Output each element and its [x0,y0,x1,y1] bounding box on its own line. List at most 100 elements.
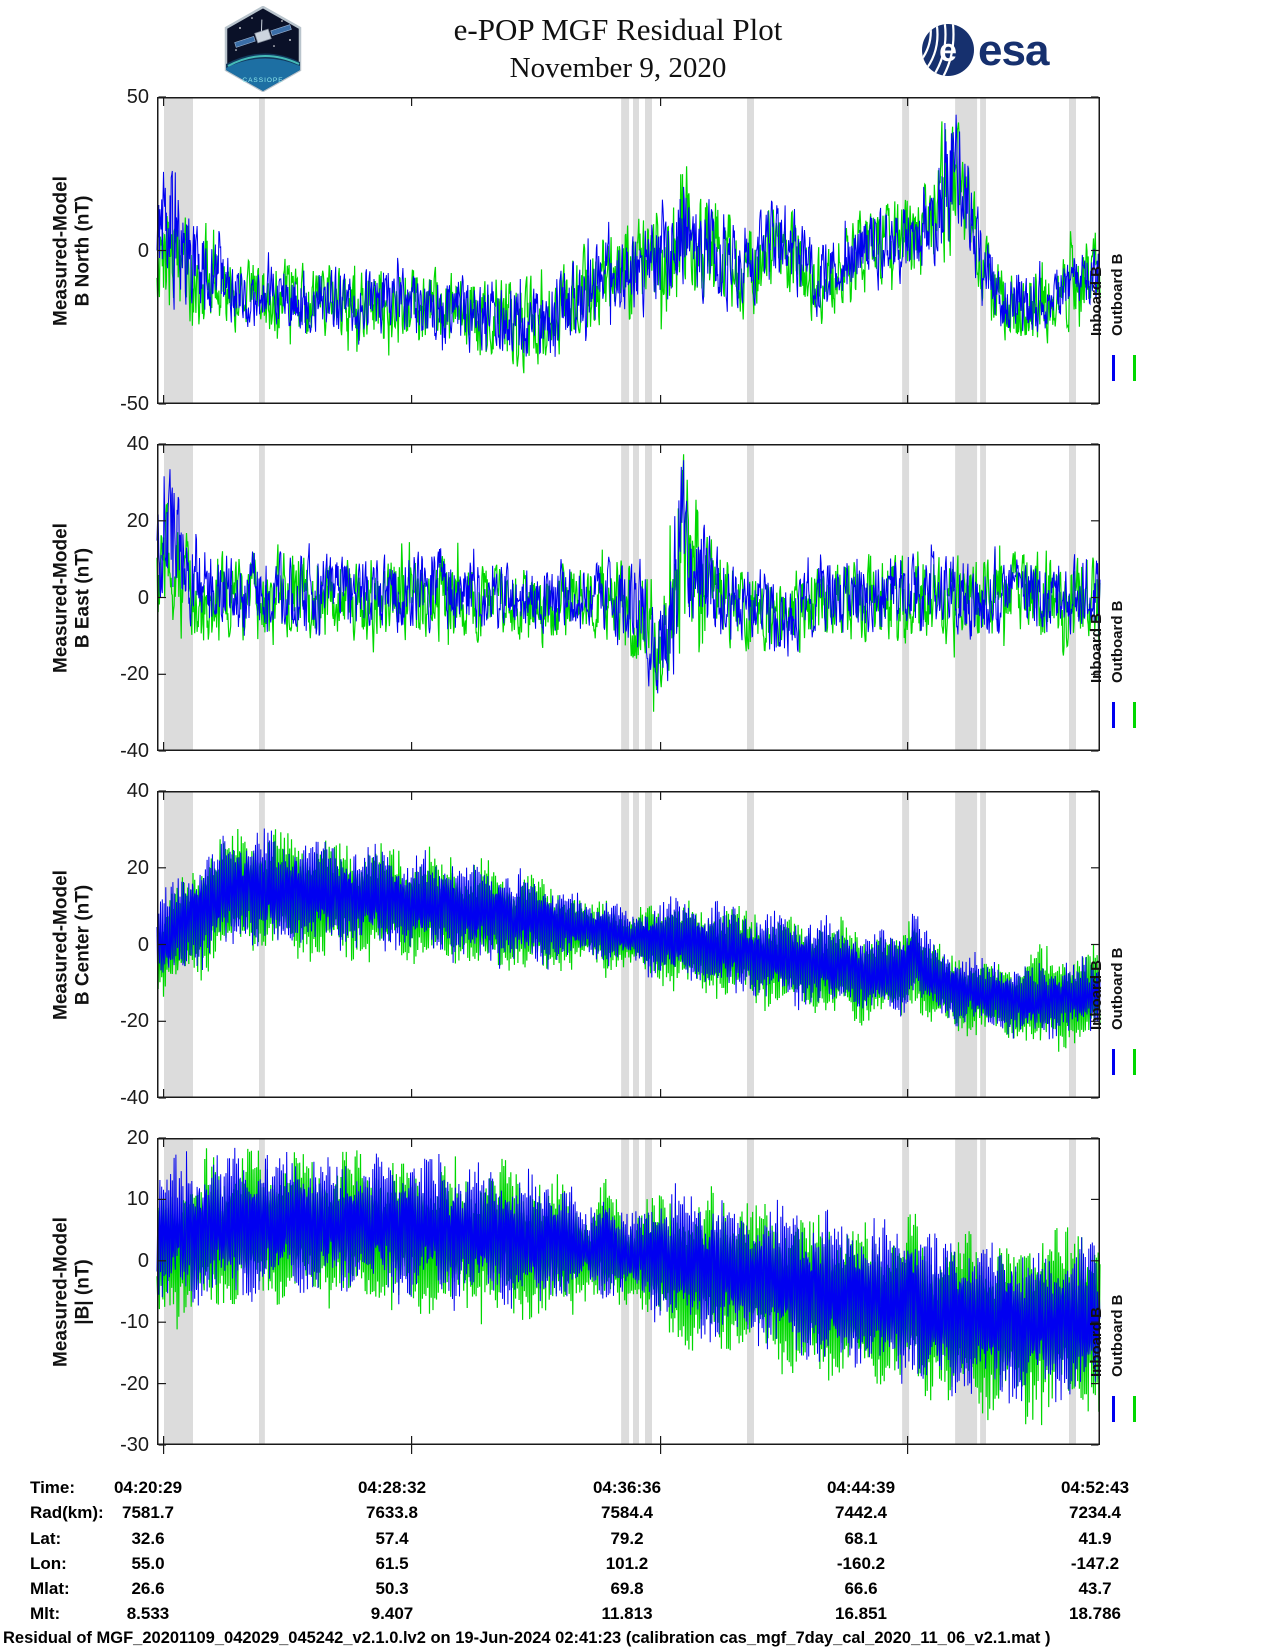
y-axis-label-4: Measured-Model |B| (nT) [50,1138,94,1445]
legend-outboard-label: Outboard B [1109,253,1126,337]
y-tick-label: 10 [126,1188,149,1211]
axes-box [157,97,1100,404]
y-tick-label: 20 [126,509,149,532]
y-tick-label: 40 [126,433,149,455]
y-tick-label: 50 [126,86,149,108]
table-cell: 7633.8 [366,1503,418,1522]
table-cell: 61.5 [375,1554,409,1573]
axes-box [157,791,1100,1098]
plot-area-b [156,1137,1101,1454]
legend-outboard-label: Outboard B [1109,1294,1126,1378]
table-cell: 8.533 [126,1604,170,1623]
y-axis-label-3: Measured-Model B Center (nT) [50,791,94,1098]
legend-inboard-sample [1112,354,1115,381]
y-axis-label-1: Measured-Model B North (nT) [50,97,94,404]
legend-outboard-sample [1133,1395,1136,1422]
y-tick-label: -20 [120,1372,149,1395]
table-row-label: Lon: [30,1554,67,1573]
y-axis-label-line: Measured-Model [50,175,71,326]
legend-inboard-sample [1112,1395,1115,1422]
panel-b-center [156,790,1101,1099]
y-tick-label: 0 [137,586,149,609]
plot-area-bcenter [156,790,1101,1099]
cassiope-patch-logo: CASSIOPE [222,5,304,93]
legend-inboard-sample [1112,701,1115,728]
y-tick-label: 0 [137,933,149,956]
table-cell: 04:52:43 [1060,1478,1130,1497]
shaded-band [633,1138,639,1445]
plot-area-beast [156,443,1101,752]
legend-outboard-sample [1133,1048,1136,1075]
legend-outboard-label: Outboard B [1109,600,1126,684]
table-cell: -147.2 [1070,1554,1120,1573]
cassiope-patch-art: CASSIOPE [224,5,302,93]
legend-inboard-sample [1112,1048,1115,1075]
table-cell: 7581.7 [122,1503,174,1522]
table-cell: 11.813 [601,1604,653,1623]
table-cell: 04:28:32 [357,1478,427,1497]
table-cell: 7234.4 [1069,1503,1121,1522]
table-cell: 41.9 [1078,1529,1112,1548]
panel-b-east [156,443,1101,752]
figure-date: November 9, 2020 [509,52,727,84]
esa-logo-art: e esa [922,24,1051,76]
y-tick-label: -20 [120,1010,149,1033]
y-axis-label-line: Measured-Model [50,869,71,1020]
table-cell: 66.6 [844,1579,878,1598]
table-cell: 32.6 [131,1529,165,1548]
table-cell: 04:36:36 [592,1478,662,1497]
y-axis-label-line: B Center (nT) [72,884,93,1005]
inboard-b-trace [156,114,1101,357]
y-tick-label: -40 [120,1087,149,1109]
shaded-band [259,1138,265,1445]
legend-inboard-label: Inboard B [1088,613,1105,684]
legend-inboard-label: Inboard B [1088,1307,1105,1378]
legend-inboard-label: Inboard B [1088,960,1105,1031]
table-row-label: Mlt: [30,1604,61,1623]
table-cell: -160.2 [836,1554,886,1573]
inboard-b-trace [156,460,1101,694]
esa-logo-text: esa [978,26,1050,75]
table-row-label: Mlat: [30,1579,70,1598]
y-axis-label-line: Measured-Model [50,1216,71,1367]
shaded-band [955,791,978,1098]
axes-box [157,444,1100,751]
y-tick-label: -20 [120,663,149,686]
table-row-label: Rad(km): [30,1503,104,1522]
y-axis-label-line: B North (nT) [72,195,93,306]
y-axis-label-2: Measured-Model B East (nT) [50,444,94,751]
legend-outboard-sample [1133,354,1136,381]
table-cell: 04:20:29 [113,1478,183,1497]
legend-outboard-sample [1133,701,1136,728]
outboard-b-trace [156,454,1101,712]
table-cell: 16.851 [835,1604,887,1623]
y-tick-label: 0 [137,1249,149,1272]
y-tick-label: 40 [126,780,149,802]
axes-box [157,1138,1100,1445]
table-cell: 7442.4 [835,1503,887,1522]
esa-logo: e esa [920,20,1051,80]
panel-b-north [156,96,1101,405]
shaded-band [1069,791,1076,1098]
legend-inboard-label: Inboard B [1088,266,1105,337]
inboard-b-trace [156,828,1101,1040]
table-cell: 69.8 [610,1579,644,1598]
y-tick-label: 0 [137,239,149,262]
table-cell: 57.4 [375,1529,409,1548]
shaded-band [980,791,986,1098]
shaded-band [645,444,652,751]
table-cell: 68.1 [844,1529,878,1548]
panel-b-magnitude [156,1137,1101,1454]
shaded-band [259,97,265,404]
y-tick-label: 20 [126,856,149,879]
page-title: e-POP MGF Residual Plot [453,12,783,47]
table-cell: 79.2 [610,1529,644,1548]
y-axis-label-line: |B| (nT) [72,1258,93,1325]
esa-globe-e: e [939,32,957,68]
cassiope-patch-label: CASSIOPE [242,77,283,84]
table-row-label: Lat: [30,1529,62,1548]
y-axis-label-line: B East (nT) [72,547,93,648]
table-cell: 50.3 [375,1579,409,1598]
table-cell: 04:44:39 [826,1478,896,1497]
